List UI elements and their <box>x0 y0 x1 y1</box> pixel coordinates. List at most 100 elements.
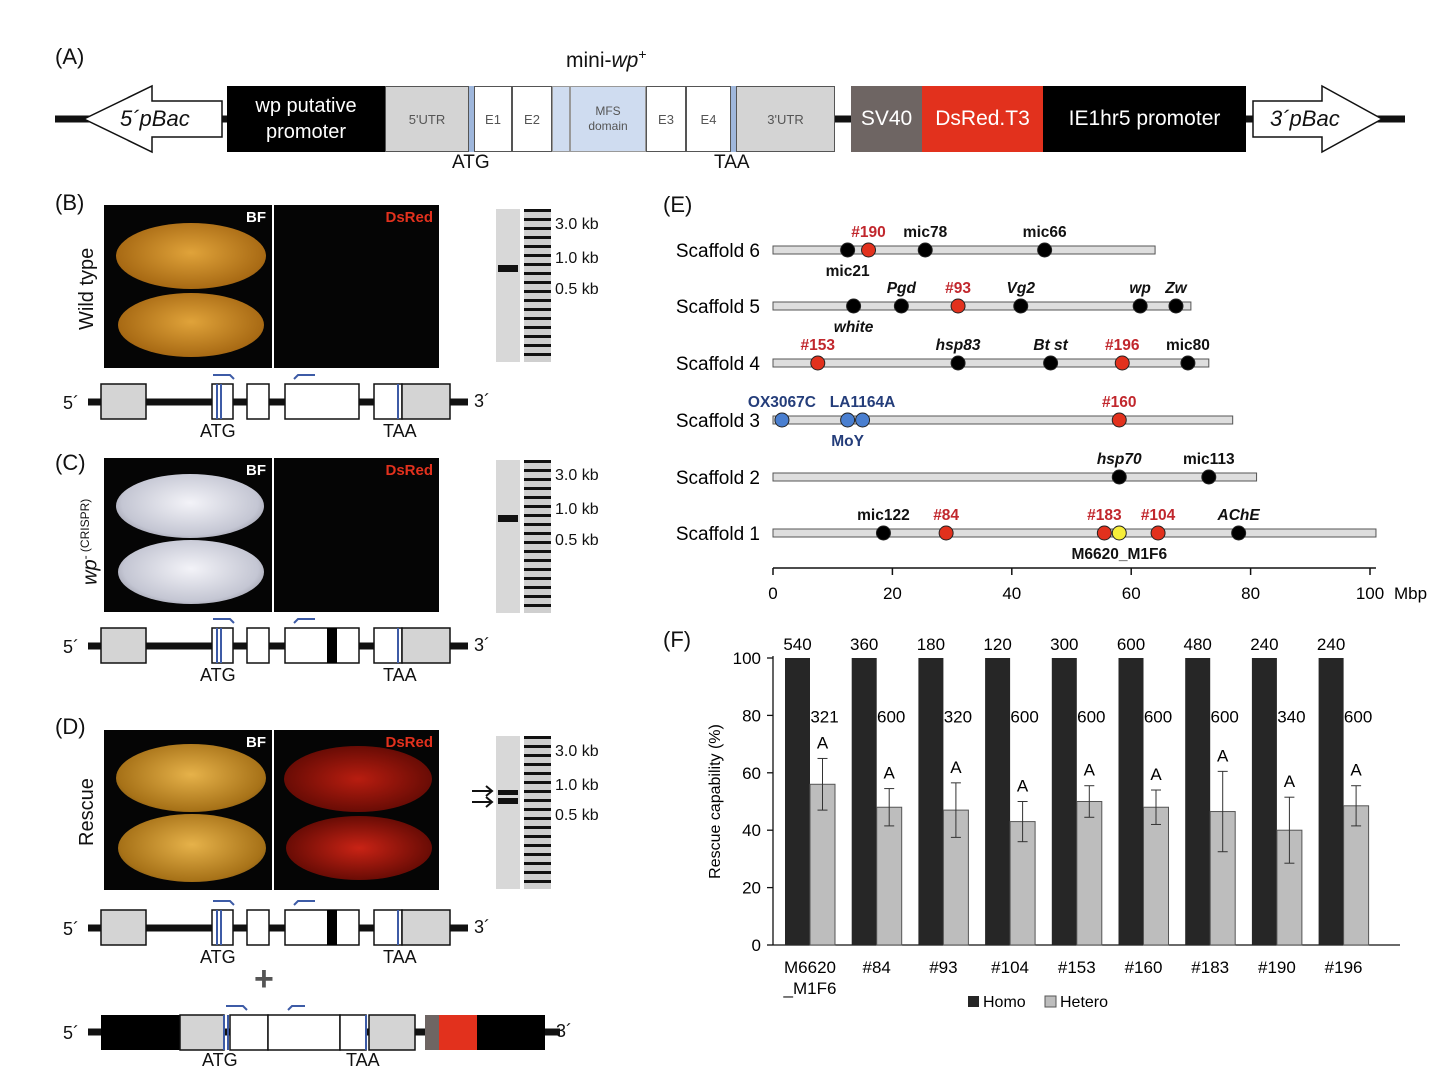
legend-homo-swatch <box>968 996 979 1007</box>
homo-n-label: 480 <box>1184 635 1212 654</box>
homo-n-label: 240 <box>1317 635 1345 654</box>
rescue-three-prime: 3´ <box>474 917 491 937</box>
scaffold-marker-label: #183 <box>1087 507 1122 524</box>
rescue-dsred-label: DsRed <box>385 734 433 751</box>
hetero-n-label: 600 <box>1211 707 1239 726</box>
dsred-segment: DsRed.T3 <box>922 86 1043 152</box>
wt-dsred-photo: DsRed <box>274 205 439 368</box>
scaffold-marker-label: #93 <box>945 280 971 297</box>
wt-larva-bottom <box>118 293 264 357</box>
scaffold-marker-label: mic21 <box>826 263 870 280</box>
right-pbac-label: 3´pBac <box>1270 106 1340 131</box>
hetero-bar <box>1143 806 1169 946</box>
scaffold-marker <box>855 412 871 428</box>
scaffold-bar <box>772 301 1192 311</box>
category-label: #160 <box>1125 958 1163 977</box>
crispr-atg: ATG <box>200 665 236 685</box>
minigene-taa: TAA <box>346 1050 380 1070</box>
rescue-five-prime: 5´ <box>63 919 80 939</box>
hetero-bar <box>1076 801 1103 946</box>
scaffold-axis-tick-label: 20 <box>883 584 902 603</box>
scaffold-marker <box>1111 412 1127 428</box>
wt-gel-band <box>498 265 518 272</box>
scaffold-marker <box>774 412 790 428</box>
category-label: _M1F6 <box>783 979 837 998</box>
scaffold-marker-label: #190 <box>851 224 885 241</box>
rescue-bf-label: BF <box>246 734 266 751</box>
scaffold-bar <box>772 245 1156 255</box>
panel-e-letter: (E) <box>663 192 693 217</box>
taa-band <box>731 86 736 152</box>
y-axis-tick-label: 60 <box>742 764 761 783</box>
homo-bar <box>918 658 944 945</box>
rescue-ladder-lane <box>524 736 551 889</box>
y-axis-tick-label: 20 <box>742 879 761 898</box>
scaffold-label: Scaffold 3 <box>676 411 760 432</box>
utr5-segment: 5'UTR <box>385 86 469 152</box>
wt-atg: ATG <box>200 421 236 441</box>
scaffold-axis-tick-label: 0 <box>768 584 777 603</box>
category-label: #190 <box>1258 958 1296 977</box>
rescue-gel-band-1 <box>498 790 518 795</box>
homo-bar <box>785 658 810 945</box>
wp-promoter-segment: wp putative promoter <box>227 86 385 152</box>
exon1-label: E1 <box>485 111 501 127</box>
crispr-larva-top <box>116 474 264 538</box>
exon3-label: E3 <box>658 111 674 127</box>
homo-bar <box>1118 658 1144 945</box>
rescue-larva-top <box>116 744 266 812</box>
category-label: #104 <box>991 958 1029 977</box>
left-pbac-arrow <box>82 84 223 154</box>
crispr-brightfield-photo: BF <box>104 458 272 612</box>
hetero-n-label: 600 <box>1344 707 1372 726</box>
rescue-taa: TAA <box>383 947 417 967</box>
group-letter: A <box>1284 772 1296 791</box>
rescue-red-larva-top <box>284 746 432 812</box>
utr5-label: 5'UTR <box>408 111 446 127</box>
rescue-gel-band-2 <box>498 798 518 804</box>
construct-title-sup: + <box>638 46 647 62</box>
scaffold-marker <box>1096 525 1112 541</box>
group-letter: A <box>1350 761 1362 780</box>
scaffold-marker-label: mic66 <box>1023 224 1067 241</box>
y-axis-tick-label: 80 <box>742 706 761 725</box>
scaffold-marker <box>917 242 933 258</box>
hetero-n-label: 600 <box>1010 707 1038 726</box>
legend-homo-label: Homo <box>983 994 1026 1011</box>
crispr-five-prime: 5´ <box>63 637 80 657</box>
category-label: M6620 <box>784 958 836 977</box>
mfs-domain-segment: MFS domain <box>570 86 646 152</box>
right-pbac-arrow <box>1252 84 1384 154</box>
mfs-domain-label: MFS domain <box>588 104 628 133</box>
wt-gene-diagram <box>88 374 468 420</box>
exon4-label: E4 <box>700 111 717 127</box>
construct-taa-label: TAA <box>714 152 750 173</box>
scaffold-marker-label: OX3067C <box>748 394 816 411</box>
exon3-segment: E3 <box>646 86 686 152</box>
scaffold-marker-label: #153 <box>801 337 836 354</box>
scaffold-marker <box>846 298 862 314</box>
crispr-dsred-label: DsRed <box>385 462 433 479</box>
scaffold-marker-label: mic78 <box>903 224 947 241</box>
wt-larva-top <box>116 223 266 289</box>
hetero-n-label: 600 <box>1077 707 1105 726</box>
scaffold-marker-label: hsp70 <box>1097 451 1142 468</box>
wt-ladder-lane <box>524 209 551 362</box>
rescue-band-arrows <box>472 785 494 808</box>
crispr-larva-bottom <box>118 540 264 604</box>
rescue-kb-3: 3.0 kb <box>555 743 599 760</box>
construct-title-italic: wp <box>611 49 639 72</box>
scaffold-marker <box>875 525 891 541</box>
homo-n-label: 540 <box>783 635 811 654</box>
legend-hetero-label: Hetero <box>1060 994 1108 1011</box>
scaffold-marker-label: Zw <box>1164 280 1187 297</box>
wt-dsred-label: DsRed <box>385 209 433 226</box>
wt-kb-1: 1.0 kb <box>555 250 599 267</box>
utr3-segment: 3'UTR <box>736 86 835 152</box>
scaffold-axis-tick-label: 80 <box>1241 584 1260 603</box>
minigene-atg: ATG <box>202 1050 238 1070</box>
hetero-n-label: 600 <box>1144 707 1172 726</box>
category-label: #183 <box>1191 958 1229 977</box>
panel-c-letter: (C) <box>55 450 86 475</box>
scaffold-marker-label: wp <box>1129 280 1151 297</box>
